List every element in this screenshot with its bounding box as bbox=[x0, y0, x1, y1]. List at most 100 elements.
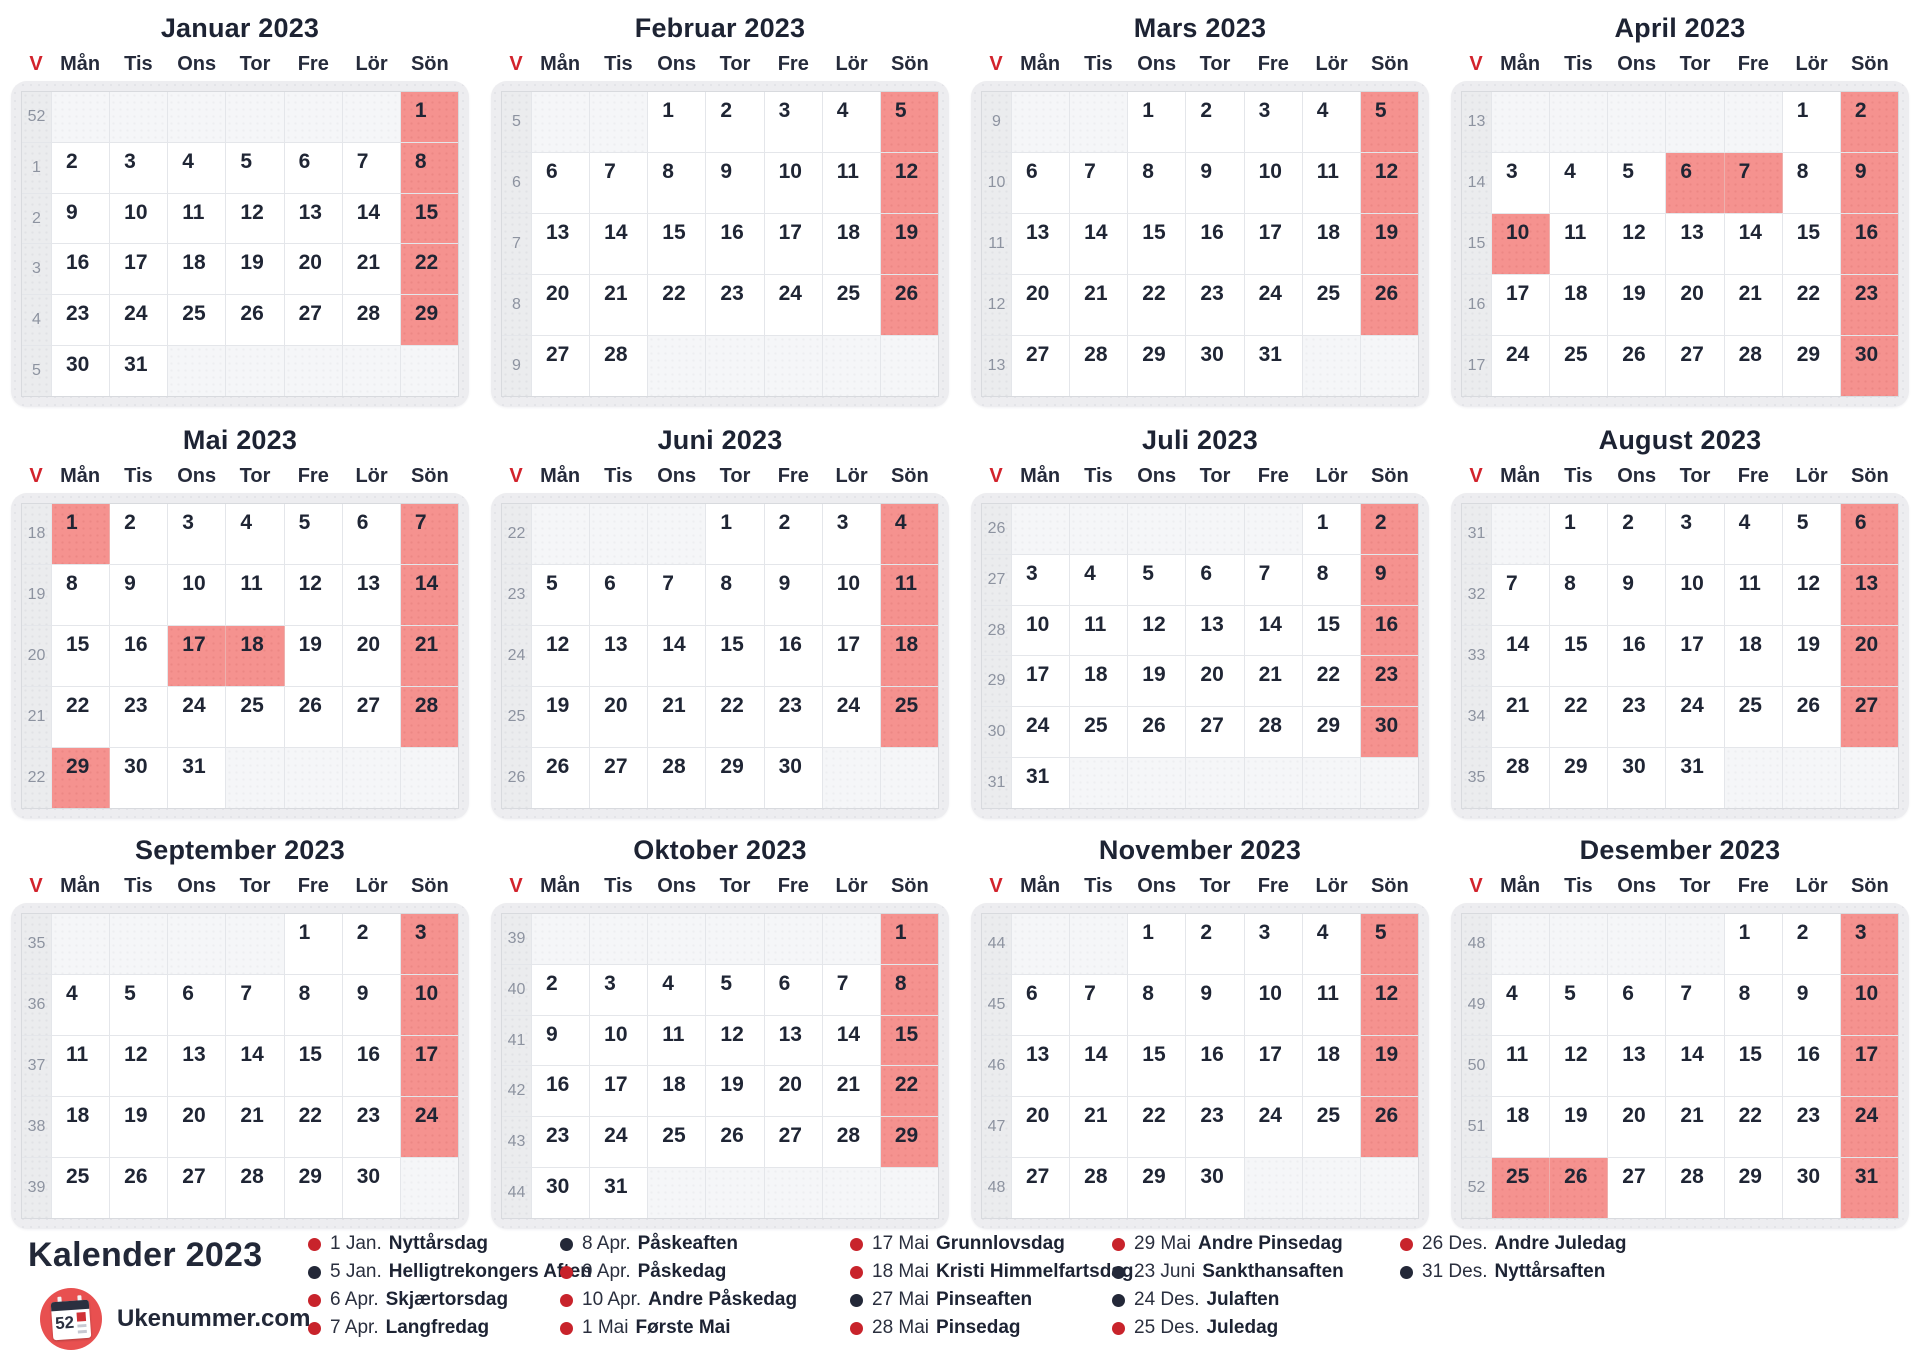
day-cell: 13 bbox=[1608, 1036, 1667, 1096]
day-cell: 26 bbox=[226, 295, 285, 346]
week-number-cell: 51 bbox=[1462, 1097, 1492, 1157]
day-cell-holiday: 24 bbox=[1840, 1097, 1898, 1157]
day-cell-empty bbox=[1608, 92, 1667, 152]
day-cell: 31 bbox=[590, 1168, 649, 1218]
day-cell-holiday: 1 bbox=[400, 92, 458, 142]
day-cell-empty bbox=[342, 748, 401, 808]
weekday-header-row: V Mån Tis Ons Tor Fre Lör Sön bbox=[491, 465, 949, 488]
day-cell-empty bbox=[1492, 92, 1551, 152]
month-mars-2023: Mars 2023 V Mån Tis Ons Tor Fre Lör Sön 9 1 2 3 4 5 10 6… bbox=[960, 4, 1440, 416]
day-cell: 28 bbox=[1070, 336, 1129, 396]
week-row: 48 1 2 3 bbox=[1462, 914, 1898, 975]
day-cell: 15 bbox=[706, 626, 765, 686]
day-cell: 1 bbox=[1128, 914, 1187, 974]
day-cell: 9 bbox=[52, 193, 111, 244]
week-column-header: V bbox=[509, 875, 523, 897]
day-cell-empty bbox=[822, 336, 881, 396]
legend-date: 26 Des. bbox=[1422, 1233, 1488, 1254]
day-cell: 3 bbox=[590, 964, 649, 1015]
month-title: August 2023 bbox=[1598, 425, 1762, 455]
day-cell-holiday: 12 bbox=[1360, 153, 1418, 213]
day-cell: 28 bbox=[1244, 707, 1303, 758]
day-cell-holiday: 8 bbox=[400, 142, 458, 193]
weekday-header: Tis bbox=[1564, 875, 1593, 897]
day-cell: 3 bbox=[1244, 914, 1303, 974]
month-januar-2023: Januar 2023 V Mån Tis Ons Tor Fre Lör Sön 52 1 1 2 3 4… bbox=[0, 4, 480, 416]
day-cell: 15 bbox=[1128, 1036, 1187, 1096]
week-column-header: V bbox=[989, 465, 1003, 487]
day-cell: 5 bbox=[532, 565, 591, 625]
brand[interactable]: 52 Ukenummer.com bbox=[40, 1288, 310, 1350]
day-cell: 4 bbox=[52, 975, 111, 1035]
month-panel: 52 1 1 2 3 4 5 6 7 8 2 9 10 11 12 13 14 15 3 16 17 18 19 20 21 22… bbox=[11, 81, 469, 407]
day-cell-empty bbox=[400, 346, 458, 396]
week-row: 39 25 26 27 28 29 30 bbox=[22, 1158, 458, 1218]
legend-holiday-name: Sankthansaften bbox=[1202, 1261, 1344, 1282]
day-cell-empty bbox=[52, 92, 111, 142]
weekday-header: Tor bbox=[719, 53, 751, 75]
week-number-cell: 42 bbox=[502, 1066, 532, 1117]
brand-name[interactable]: Ukenummer.com bbox=[117, 1305, 311, 1332]
day-cell-holiday: 25 bbox=[880, 687, 938, 747]
day-cell: 27 bbox=[1186, 707, 1245, 758]
day-cell: 27 bbox=[284, 295, 343, 346]
day-cell: 13 bbox=[1012, 1036, 1071, 1096]
day-cell: 20 bbox=[1012, 1097, 1071, 1157]
day-cell: 18 bbox=[1724, 626, 1783, 686]
month-title: April 2023 bbox=[1614, 13, 1746, 43]
day-cell: 14 bbox=[590, 214, 649, 274]
legend-holiday-name: Skjærtorsdag bbox=[385, 1289, 509, 1310]
day-cell: 12 bbox=[1128, 605, 1187, 656]
week-column-header: V bbox=[1469, 465, 1483, 487]
observance-dot-icon bbox=[850, 1293, 863, 1307]
week-row: 34 21 22 23 24 25 26 27 bbox=[1462, 687, 1898, 748]
legend-holiday-name: Nyttårsaften bbox=[1494, 1261, 1606, 1282]
week-number-cell: 48 bbox=[982, 1158, 1012, 1218]
day-cell: 21 bbox=[822, 1066, 881, 1117]
month-calendar: 39 1 40 2 3 4 5 6 7 8 41 9 10 11 12 13 14 15 42 16 17 18 19 20 2… bbox=[501, 913, 939, 1219]
week-row: 7 13 14 15 16 17 18 19 bbox=[502, 214, 938, 275]
legend-holiday-name: Helligtrekongers Aften bbox=[388, 1261, 592, 1282]
day-cell-empty bbox=[1070, 504, 1129, 554]
day-cell: 29 bbox=[1550, 748, 1609, 808]
day-cell-holiday: 22 bbox=[400, 244, 458, 295]
day-cell: 7 bbox=[1492, 565, 1551, 625]
day-cell-holiday: 11 bbox=[880, 565, 938, 625]
week-number-cell: 46 bbox=[982, 1036, 1012, 1096]
week-row: 43 23 24 25 26 27 28 29 bbox=[502, 1117, 938, 1169]
day-cell-holiday: 3 bbox=[1840, 914, 1898, 974]
weekday-header: Sön bbox=[410, 53, 449, 75]
day-cell: 21 bbox=[1724, 275, 1783, 335]
week-row: 30 24 25 26 27 28 29 30 bbox=[982, 707, 1418, 759]
month-calendar: 22 1 2 3 4 23 5 6 7 8 9 10 11 24 12 13 14 15 16 17 18 25 19 20 2… bbox=[501, 503, 939, 809]
day-cell: 29 bbox=[1724, 1158, 1783, 1218]
week-row: 11 13 14 15 16 17 18 19 bbox=[982, 214, 1418, 275]
observance-dot-icon bbox=[1112, 1293, 1125, 1307]
day-cell: 9 bbox=[1186, 975, 1245, 1035]
week-row: 52 1 bbox=[22, 92, 458, 143]
week-number-cell: 26 bbox=[982, 504, 1012, 554]
day-cell: 16 bbox=[764, 626, 823, 686]
day-cell: 1 bbox=[284, 914, 343, 974]
day-cell: 24 bbox=[168, 687, 227, 747]
month-calendar: 44 1 2 3 4 5 45 6 7 8 9 10 11 12 46 13 14 15 16 17 18 19 47 20 2… bbox=[981, 913, 1419, 1219]
day-cell-empty bbox=[1012, 914, 1071, 974]
week-row: 3 16 17 18 19 20 21 22 bbox=[22, 244, 458, 296]
week-row: 17 24 25 26 27 28 29 30 bbox=[1462, 336, 1898, 396]
day-cell: 14 bbox=[226, 1036, 285, 1096]
day-cell: 21 bbox=[226, 1097, 285, 1157]
week-row: 52 25 26 27 28 29 30 31 bbox=[1462, 1158, 1898, 1218]
day-cell-holiday: 17 bbox=[168, 626, 227, 686]
day-cell-holiday: 15 bbox=[400, 193, 458, 244]
weekday-header: Mån bbox=[1020, 465, 1061, 487]
week-row: 44 30 31 bbox=[502, 1168, 938, 1218]
day-cell: 30 bbox=[342, 1158, 401, 1218]
legend-holiday-name: Første Mai bbox=[635, 1317, 731, 1338]
week-number-cell: 50 bbox=[1462, 1036, 1492, 1096]
day-cell: 10 bbox=[1244, 153, 1303, 213]
weekday-header: Tor bbox=[1199, 465, 1231, 487]
day-cell: 18 bbox=[168, 244, 227, 295]
week-column-header: V bbox=[1469, 875, 1483, 897]
day-cell: 8 bbox=[706, 565, 765, 625]
